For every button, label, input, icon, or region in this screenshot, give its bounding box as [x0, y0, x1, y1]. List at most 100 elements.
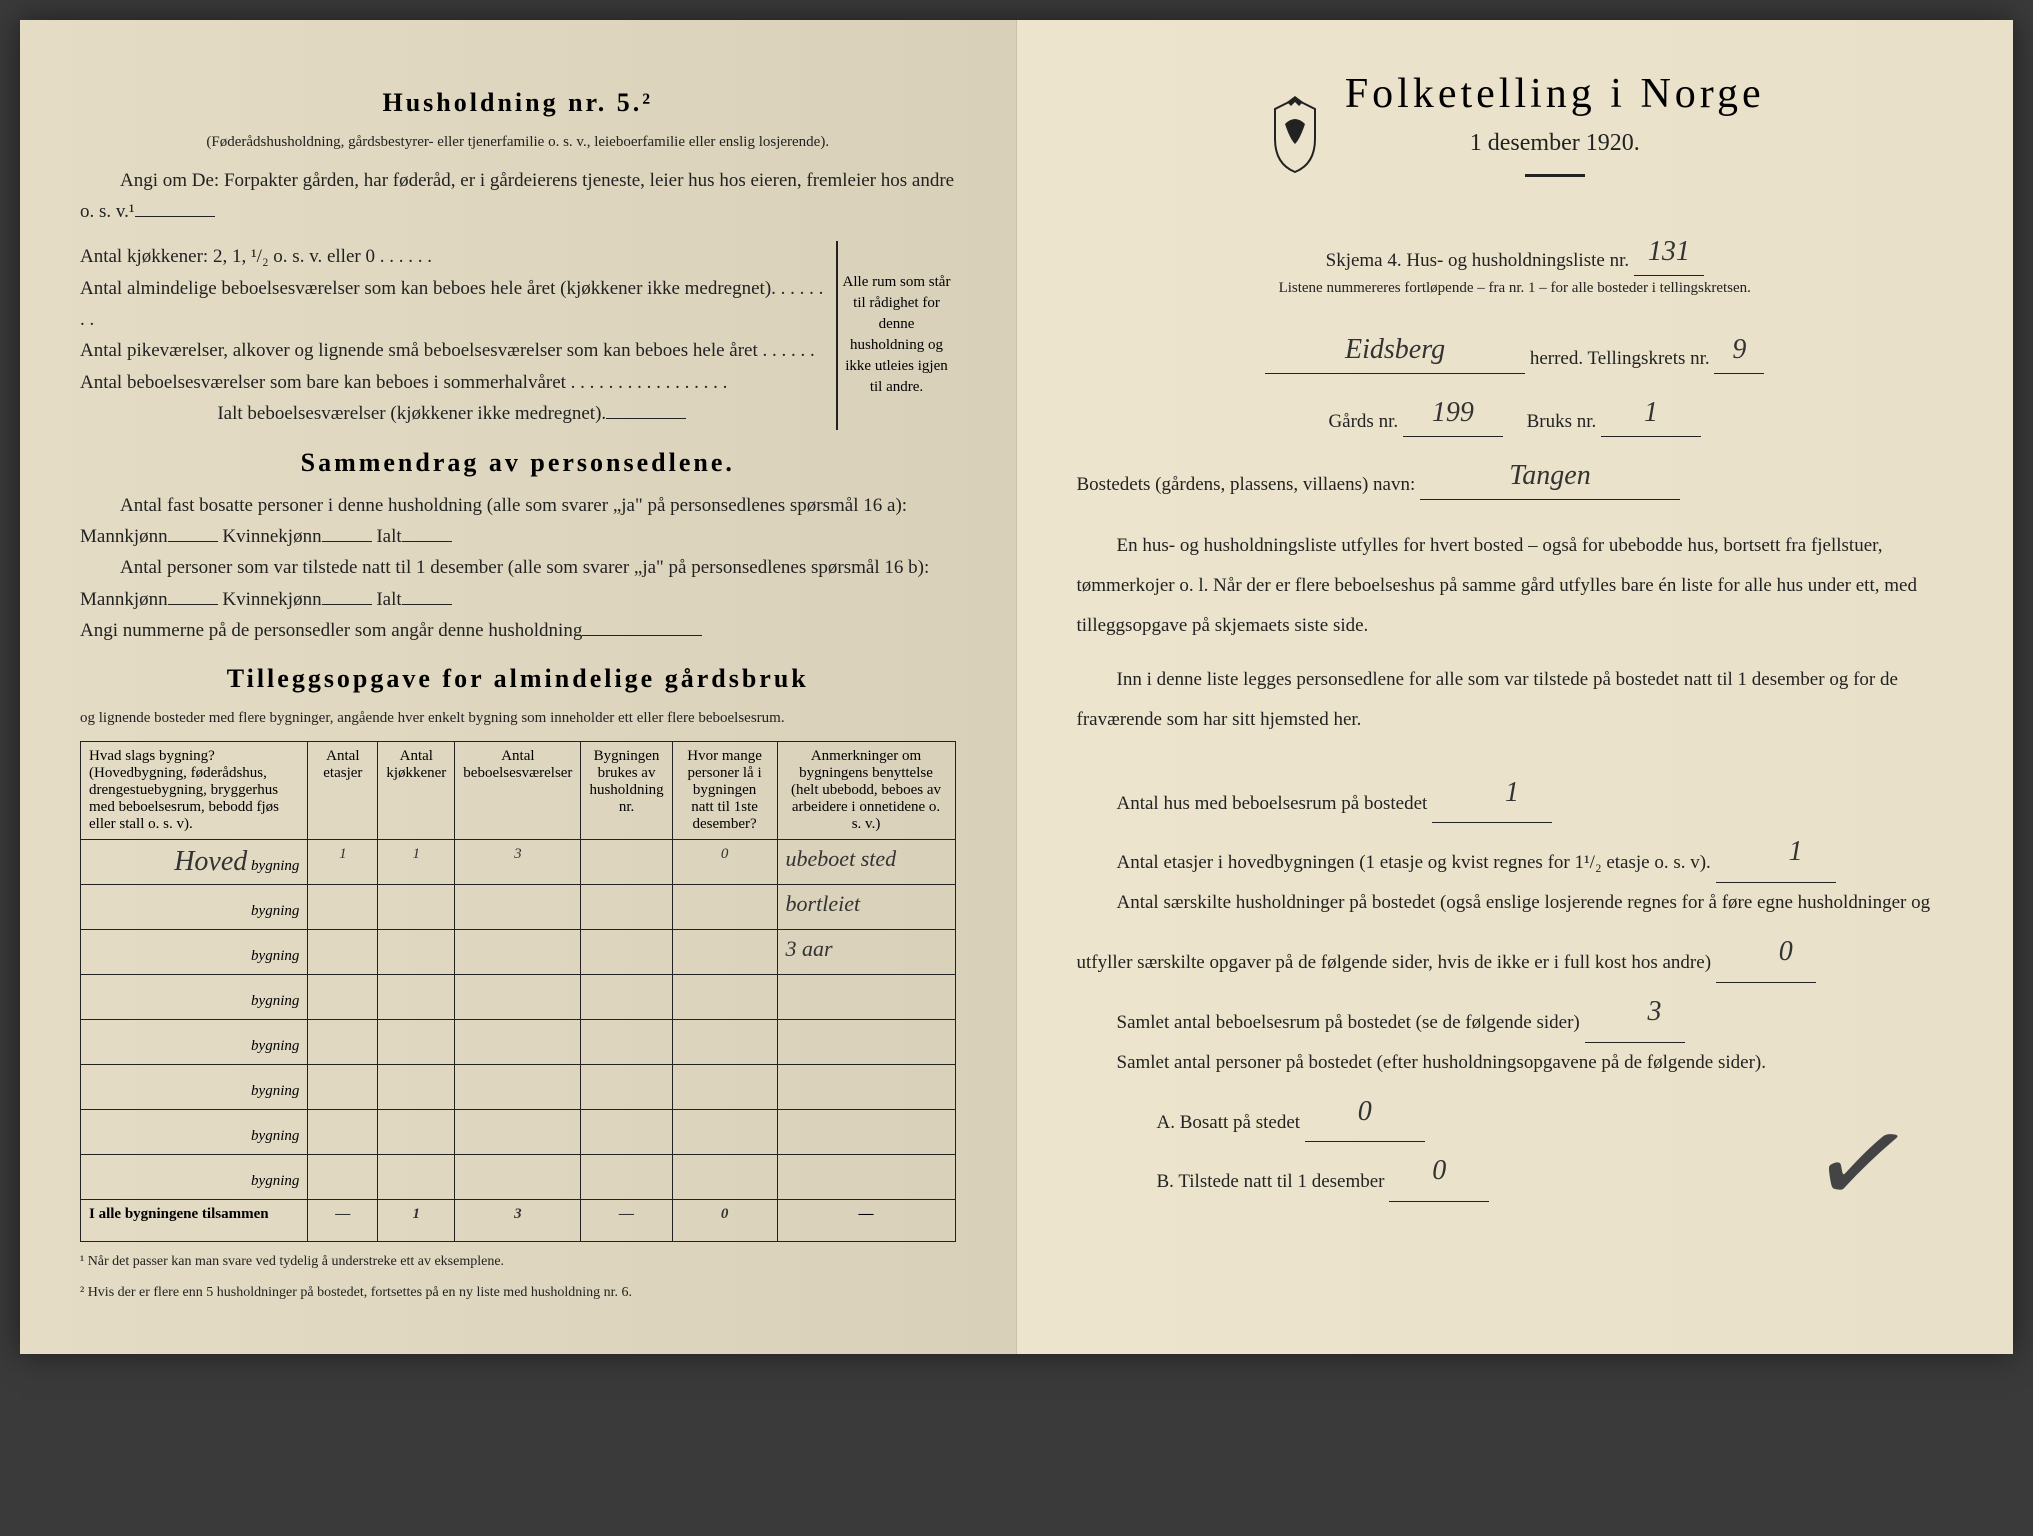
- table-row: bygning: [81, 1109, 956, 1154]
- table-totals-row: I alle bygningene tilsammen — 1 3 — 0 —: [81, 1199, 956, 1241]
- cell-etasjer: [308, 1064, 378, 1109]
- supplement-subtitle: og lignende bosteder med flere bygninger…: [80, 706, 956, 731]
- census-title: Folketelling i Norge: [1345, 70, 1765, 118]
- household-title: Husholdning nr. 5.²: [80, 88, 956, 118]
- schema-line: Skjema 4. Hus- og husholdningsliste nr. …: [1077, 229, 1954, 276]
- rooms-total: Ialt beboelsesværelser (kjøkkener ikke m…: [80, 398, 824, 429]
- bosted-value: Tangen: [1420, 453, 1680, 500]
- th-vaerelser: Antal beboelsesværelser: [455, 741, 581, 839]
- summary-line-3: Angi nummerne på de personsedler som ang…: [80, 615, 956, 646]
- summary-line-2: Antal personer som var tilstede natt til…: [80, 552, 956, 615]
- table-row: bygning bortleiet: [81, 884, 956, 929]
- totals-personer: 0: [672, 1199, 777, 1241]
- cell-personer: [672, 884, 777, 929]
- table-row: Hoved bygning 1 1 3 0 ubeboet sted: [81, 839, 956, 884]
- cell-personer: [672, 929, 777, 974]
- cell-hushold: [581, 929, 672, 974]
- list-number: 131: [1634, 229, 1704, 276]
- th-hushold: Bygningen brukes av husholdning nr.: [581, 741, 672, 839]
- cell-anm: [777, 1109, 955, 1154]
- cell-personer: [672, 974, 777, 1019]
- cell-name: bygning: [81, 1019, 308, 1064]
- table-row: bygning: [81, 974, 956, 1019]
- rooms-line-1: Antal almindelige beboelsesværelser som …: [80, 273, 824, 336]
- supplement-title: Tilleggsopgave for almindelige gårdsbruk: [80, 664, 956, 694]
- building-table: Hvad slags bygning? (Hovedbygning, føder…: [80, 741, 956, 1242]
- q2-line: Antal etasjer i hovedbygningen (1 etasje…: [1077, 823, 1954, 883]
- krets-nr: 9: [1714, 327, 1764, 374]
- document-spread: Husholdning nr. 5.² (Føderådshusholdning…: [20, 20, 2013, 1354]
- q5a-value: 0: [1305, 1083, 1425, 1143]
- table-row: bygning: [81, 1019, 956, 1064]
- totals-etasjer: —: [308, 1199, 378, 1241]
- cell-etasjer: [308, 1109, 378, 1154]
- th-anm: Anmerkninger om bygningens benyttelse (h…: [777, 741, 955, 839]
- cell-name: bygning: [81, 1064, 308, 1109]
- bosted-line: Bostedets (gårdens, plassens, villaens) …: [1077, 453, 1954, 500]
- cell-etasjer: [308, 929, 378, 974]
- cell-personer: [672, 1109, 777, 1154]
- q2-value: 1: [1716, 823, 1836, 883]
- totals-kjokken: 1: [378, 1199, 455, 1241]
- cell-kjokken: 1: [378, 839, 455, 884]
- cell-vaerelser: [455, 1019, 581, 1064]
- cell-name: bygning: [81, 884, 308, 929]
- cell-hushold: [581, 1109, 672, 1154]
- cell-hushold: [581, 839, 672, 884]
- q1-value: 1: [1432, 764, 1552, 824]
- summary-title: Sammendrag av personsedlene.: [80, 448, 956, 478]
- cell-kjokken: [378, 974, 455, 1019]
- coat-of-arms-icon: [1265, 94, 1325, 174]
- cell-hushold: [581, 974, 672, 1019]
- footnote-2: ² Hvis der er flere enn 5 husholdninger …: [80, 1281, 956, 1304]
- cell-kjokken: [378, 929, 455, 974]
- cell-etasjer: [308, 974, 378, 1019]
- th-type: Hvad slags bygning? (Hovedbygning, føder…: [81, 741, 308, 839]
- table-header-row: Hvad slags bygning? (Hovedbygning, føder…: [81, 741, 956, 839]
- cell-etasjer: 1: [308, 839, 378, 884]
- totals-label: I alle bygningene tilsammen: [81, 1199, 308, 1241]
- cell-kjokken: [378, 1109, 455, 1154]
- th-etasjer: Antal etasjer: [308, 741, 378, 839]
- cell-personer: [672, 1019, 777, 1064]
- cell-anm: [777, 974, 955, 1019]
- cell-personer: 0: [672, 839, 777, 884]
- cell-kjokken: [378, 884, 455, 929]
- rooms-line-3: Antal beboelsesværelser som bare kan beb…: [80, 367, 824, 398]
- q4-value: 3: [1585, 983, 1685, 1043]
- summary-line-1: Antal fast bosatte personer i denne hush…: [80, 490, 956, 553]
- q3-value: 0: [1716, 923, 1816, 983]
- large-checkmark: ✓: [1801, 1087, 1924, 1241]
- instructions-para-2: Inn i denne liste legges personsedlene f…: [1077, 660, 1954, 740]
- rooms-line-2: Antal pikeværelser, alkover og lignende …: [80, 335, 824, 366]
- th-personer: Hvor mange personer lå i bygningen natt …: [672, 741, 777, 839]
- footnote-1: ¹ Når det passer kan man svare ved tydel…: [80, 1250, 956, 1273]
- totals-vaerelser: 3: [455, 1199, 581, 1241]
- cell-kjokken: [378, 1154, 455, 1199]
- cell-vaerelser: [455, 1154, 581, 1199]
- herred-value: Eidsberg: [1265, 327, 1525, 374]
- title-divider: [1525, 174, 1585, 177]
- gards-line: Gårds nr. 199 Bruks nr. 1: [1077, 390, 1954, 437]
- cell-anm: [777, 1064, 955, 1109]
- cell-etasjer: [308, 1154, 378, 1199]
- cell-hushold: [581, 1064, 672, 1109]
- q5-intro: Samlet antal personer på bostedet (efter…: [1077, 1043, 1954, 1083]
- q5b-value: 0: [1389, 1142, 1489, 1202]
- herred-line: Eidsberg herred. Tellingskrets nr. 9: [1077, 327, 1954, 374]
- cell-hushold: [581, 1154, 672, 1199]
- cell-vaerelser: [455, 1064, 581, 1109]
- cell-hushold: [581, 884, 672, 929]
- cell-name: bygning: [81, 929, 308, 974]
- totals-hushold: —: [581, 1199, 672, 1241]
- schema-sub: Listene nummereres fortløpende – fra nr.…: [1077, 276, 1954, 301]
- th-kjokken: Antal kjøkkener: [378, 741, 455, 839]
- cell-anm: bortleiet: [777, 884, 955, 929]
- cell-name: bygning: [81, 1109, 308, 1154]
- totals-anm: —: [777, 1199, 955, 1241]
- bruks-nr: 1: [1601, 390, 1701, 437]
- q1-line: Antal hus med beboelsesrum på bostedet 1: [1077, 764, 1954, 824]
- table-row: bygning: [81, 1154, 956, 1199]
- left-page: Husholdning nr. 5.² (Føderådshusholdning…: [20, 20, 1017, 1354]
- cell-name: bygning: [81, 1154, 308, 1199]
